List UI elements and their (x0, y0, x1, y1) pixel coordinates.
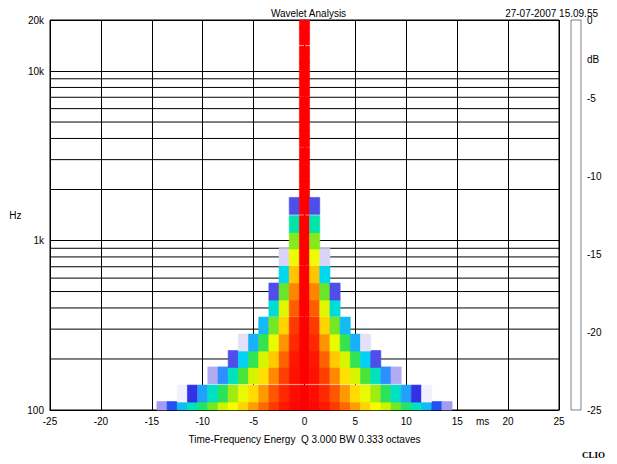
svg-text:-10: -10 (195, 416, 210, 427)
svg-text:20: 20 (503, 416, 515, 427)
svg-text:Wavelet Analysis: Wavelet Analysis (271, 8, 346, 19)
svg-text:Time-Frequency Energy Q 3.000: Time-Frequency Energy Q 3.000 BW 0.333 o… (189, 434, 421, 445)
svg-text:-25: -25 (43, 416, 58, 427)
svg-text:-20: -20 (94, 416, 109, 427)
svg-text:dB: dB (587, 54, 600, 65)
svg-text:20k: 20k (28, 15, 45, 26)
svg-text:-5: -5 (587, 93, 596, 104)
svg-text:-25: -25 (587, 405, 602, 416)
svg-text:CLIO: CLIO (582, 450, 605, 460)
svg-text:10: 10 (401, 416, 413, 427)
svg-text:0: 0 (302, 416, 308, 427)
svg-text:-15: -15 (587, 249, 602, 260)
svg-text:25: 25 (553, 416, 565, 427)
svg-text:Hz: Hz (9, 210, 21, 221)
svg-text:ms: ms (476, 416, 489, 427)
svg-text:10k: 10k (28, 66, 45, 77)
svg-text:-5: -5 (249, 416, 258, 427)
svg-text:27-07-2007 15.09.55: 27-07-2007 15.09.55 (505, 8, 598, 19)
svg-text:-20: -20 (587, 327, 602, 338)
svg-text:-15: -15 (145, 416, 160, 427)
svg-text:5: 5 (353, 416, 359, 427)
svg-text:-10: -10 (587, 171, 602, 182)
svg-text:1k: 1k (33, 235, 45, 246)
svg-text:0: 0 (587, 14, 593, 26)
svg-text:15: 15 (452, 416, 464, 427)
svg-text:100: 100 (27, 405, 44, 416)
